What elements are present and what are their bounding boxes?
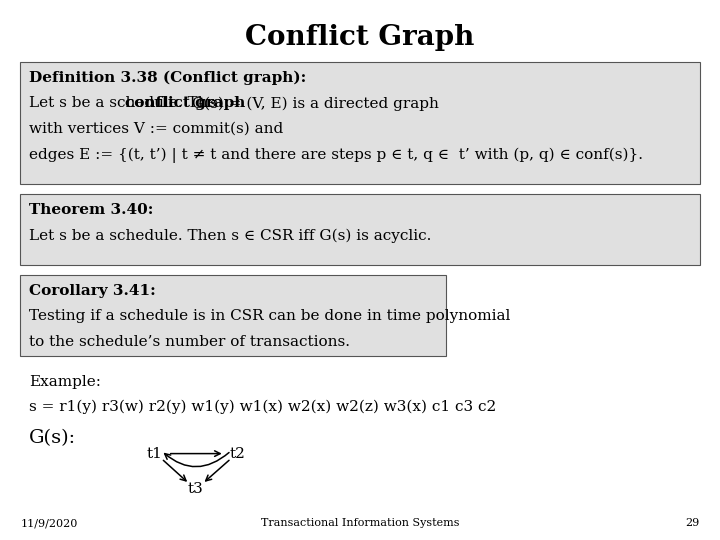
Text: s = r1(y) r3(w) r2(y) w1(y) w1(x) w2(x) w2(z) w3(x) c1 c3 c2: s = r1(y) r3(w) r2(y) w1(y) w1(x) w2(x) … <box>29 400 496 414</box>
Text: Let s be a schedule. The: Let s be a schedule. The <box>29 96 221 110</box>
Text: t1: t1 <box>147 447 163 461</box>
Text: t2: t2 <box>230 447 246 461</box>
Text: 11/9/2020: 11/9/2020 <box>20 518 78 528</box>
Text: Conflict Graph: Conflict Graph <box>246 24 474 51</box>
FancyBboxPatch shape <box>20 62 700 184</box>
Text: Corollary 3.41:: Corollary 3.41: <box>29 284 156 298</box>
Text: Example:: Example: <box>29 375 101 389</box>
Text: 29: 29 <box>685 518 700 528</box>
Text: G(s) = (V, E) is a directed graph: G(s) = (V, E) is a directed graph <box>187 96 439 111</box>
Text: edges E := {(t, t’) | t ≠ t and there are steps p ∈ t, q ∈  t’ with (p, q) ∈ con: edges E := {(t, t’) | t ≠ t and there ar… <box>29 148 643 164</box>
Text: t3: t3 <box>188 482 204 496</box>
Text: to the schedule’s number of transactions.: to the schedule’s number of transactions… <box>29 335 350 349</box>
Text: Transactional Information Systems: Transactional Information Systems <box>261 518 459 528</box>
Text: Let s be a schedule. Then s ∈ CSR iff G(s) is acyclic.: Let s be a schedule. Then s ∈ CSR iff G(… <box>29 228 431 243</box>
Text: Theorem 3.40:: Theorem 3.40: <box>29 202 153 217</box>
Text: with vertices V := commit(s) and: with vertices V := commit(s) and <box>29 122 283 136</box>
Text: G(s):: G(s): <box>29 429 76 447</box>
FancyBboxPatch shape <box>20 194 700 265</box>
Text: conflict graph: conflict graph <box>125 96 246 110</box>
FancyBboxPatch shape <box>20 275 446 356</box>
Text: Definition 3.38 (Conflict graph):: Definition 3.38 (Conflict graph): <box>29 70 306 85</box>
Text: Testing if a schedule is in CSR can be done in time polynomial: Testing if a schedule is in CSR can be d… <box>29 309 510 323</box>
